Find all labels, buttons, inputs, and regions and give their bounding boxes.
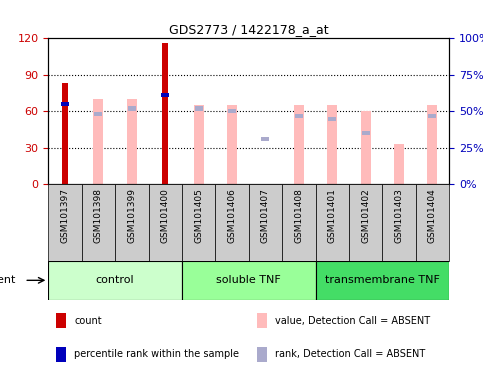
Bar [62,83,68,184]
Bar [215,184,249,261]
Text: GSM101408: GSM101408 [294,188,303,243]
Bar [182,184,215,261]
Text: transmembrane TNF: transmembrane TNF [325,275,440,285]
Bar [195,106,203,111]
Bar [149,184,182,261]
Bar [295,114,303,118]
Text: GSM101403: GSM101403 [395,188,404,243]
Text: GSM101398: GSM101398 [94,188,103,243]
Bar [257,313,267,328]
Bar [362,131,369,136]
Bar [427,105,438,184]
Bar [61,102,69,106]
Bar [128,106,136,111]
Bar [93,99,103,184]
Bar [261,137,270,141]
Bar [315,261,449,300]
Bar [57,347,66,362]
Bar [416,184,449,261]
Text: GSM101407: GSM101407 [261,188,270,243]
Text: GSM101402: GSM101402 [361,188,370,243]
Text: GSM101405: GSM101405 [194,188,203,243]
Bar [315,184,349,261]
Bar [227,105,237,184]
Bar [328,116,336,121]
Bar [361,111,370,184]
Text: value, Detection Call = ABSENT: value, Detection Call = ABSENT [275,316,430,326]
Bar [294,105,304,184]
Bar [349,184,383,261]
Bar [194,105,204,184]
Bar [282,184,315,261]
Bar [94,112,102,116]
Bar [383,184,416,261]
Bar [161,93,169,98]
Bar [162,43,168,184]
Bar [82,184,115,261]
Text: GSM101401: GSM101401 [328,188,337,243]
Text: GSM101406: GSM101406 [227,188,237,243]
Text: percentile rank within the sample: percentile rank within the sample [74,349,240,359]
Text: GSM101399: GSM101399 [128,188,136,243]
Bar [115,184,149,261]
Bar [127,99,137,184]
Bar [428,114,437,118]
Bar [257,347,267,362]
Text: GSM101400: GSM101400 [161,188,170,243]
Text: count: count [74,316,102,326]
Text: control: control [96,275,134,285]
Text: GSM101404: GSM101404 [428,188,437,243]
Title: GDS2773 / 1422178_a_at: GDS2773 / 1422178_a_at [169,23,328,36]
Bar [48,261,182,300]
Text: agent: agent [0,275,16,285]
Text: rank, Detection Call = ABSENT: rank, Detection Call = ABSENT [275,349,425,359]
Bar [182,261,315,300]
Bar [249,184,282,261]
Bar [327,105,337,184]
Bar [57,313,66,328]
Bar [394,144,404,184]
Bar [48,184,82,261]
Bar [228,109,236,114]
Text: soluble TNF: soluble TNF [216,275,281,285]
Text: GSM101397: GSM101397 [60,188,70,243]
